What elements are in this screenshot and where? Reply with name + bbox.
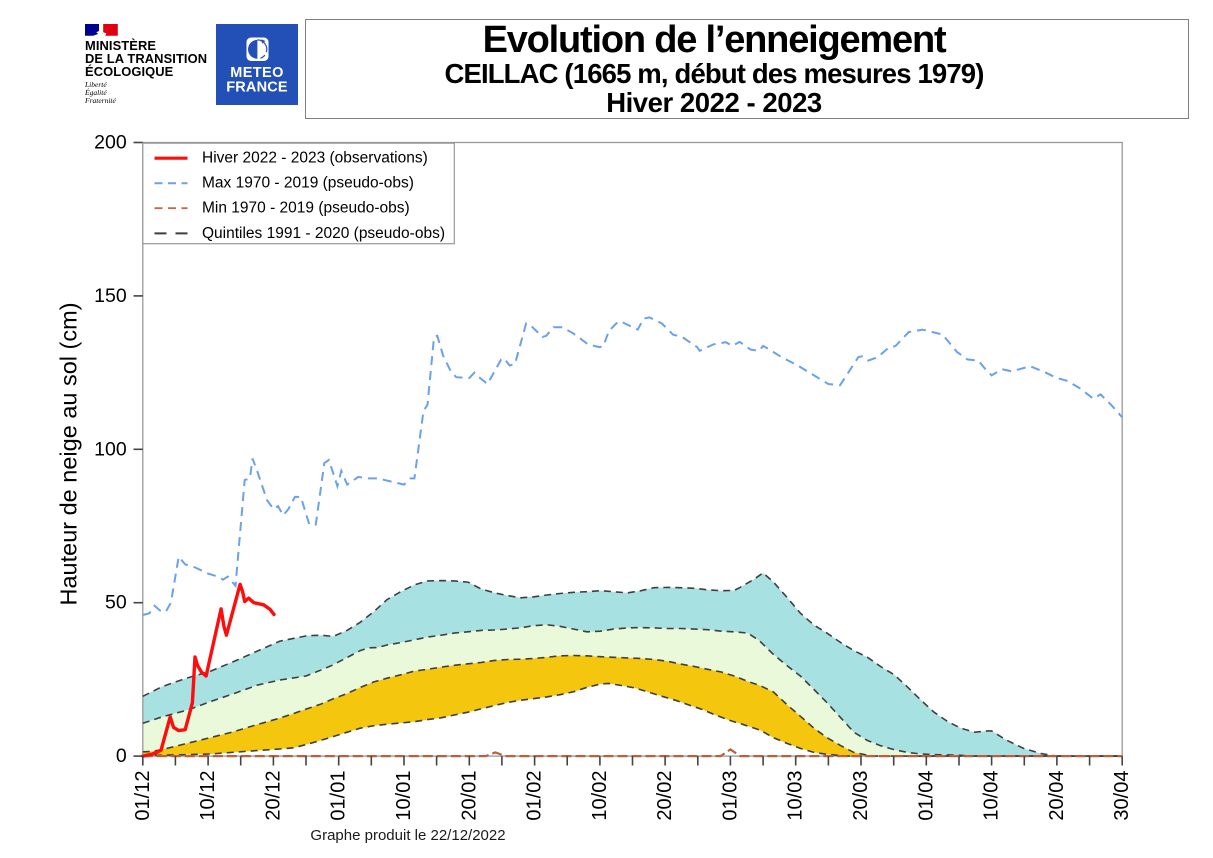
svg-text:10/12: 10/12 xyxy=(197,771,219,821)
svg-text:100: 100 xyxy=(94,438,127,460)
svg-text:0: 0 xyxy=(116,745,127,767)
svg-text:20/03: 20/03 xyxy=(850,771,872,821)
svg-text:20/01: 20/01 xyxy=(458,771,480,821)
svg-text:10/01: 10/01 xyxy=(393,771,415,821)
svg-text:Hauteur de neige au sol (cm): Hauteur de neige au sol (cm) xyxy=(56,302,82,605)
svg-text:Graphe produit le 22/12/2022: Graphe produit le 22/12/2022 xyxy=(310,827,505,844)
svg-text:50: 50 xyxy=(105,592,127,614)
svg-text:01/03: 01/03 xyxy=(719,771,741,821)
svg-text:150: 150 xyxy=(94,285,127,307)
svg-text:METEO: METEO xyxy=(230,65,284,81)
svg-text:01/01: 01/01 xyxy=(328,771,350,821)
svg-text:200: 200 xyxy=(94,132,127,154)
svg-text:10/04: 10/04 xyxy=(981,771,1003,821)
svg-text:20/04: 20/04 xyxy=(1046,771,1068,821)
svg-text:FRANCE: FRANCE xyxy=(226,79,288,95)
svg-text:Min 1970 - 2019 (pseudo-obs): Min 1970 - 2019 (pseudo-obs) xyxy=(202,200,410,217)
svg-text:10/02: 10/02 xyxy=(589,771,611,821)
svg-text:Quintiles 1991 - 2020 (pseudo-: Quintiles 1991 - 2020 (pseudo-obs) xyxy=(202,225,445,242)
svg-text:Max 1970 - 2019 (pseudo-obs): Max 1970 - 2019 (pseudo-obs) xyxy=(202,175,414,192)
svg-text:Hiver 2022 - 2023 (observation: Hiver 2022 - 2023 (observations) xyxy=(202,150,428,167)
svg-text:01/12: 01/12 xyxy=(132,771,154,821)
svg-text:20/12: 20/12 xyxy=(262,771,284,821)
svg-text:20/02: 20/02 xyxy=(654,771,676,821)
svg-text:01/04: 01/04 xyxy=(915,771,937,821)
svg-text:30/04: 30/04 xyxy=(1111,771,1133,821)
svg-text:10/03: 10/03 xyxy=(785,771,807,821)
svg-text:01/02: 01/02 xyxy=(524,771,546,821)
